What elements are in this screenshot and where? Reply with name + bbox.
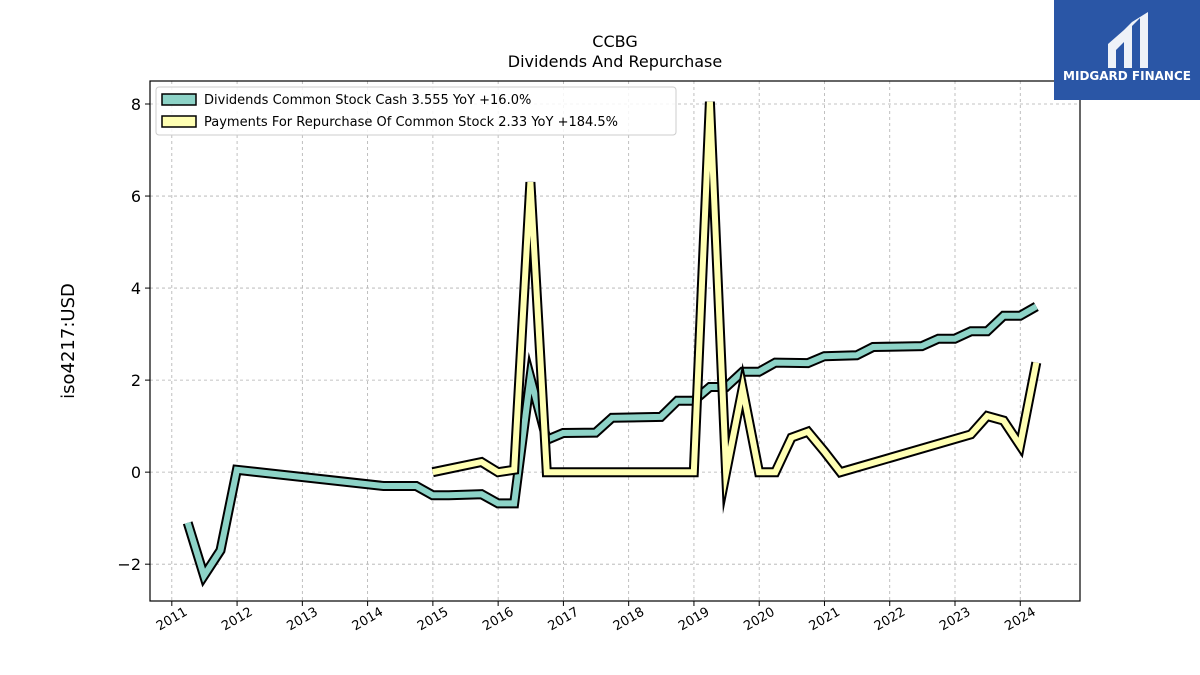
x-tick-label: 2024	[1002, 605, 1038, 635]
y-tick-label: 6	[131, 187, 141, 206]
legend: Dividends Common Stock Cash 3.555 YoY +1…	[155, 86, 677, 136]
y-tick-label: 8	[131, 95, 141, 114]
x-tick-label: 2020	[741, 605, 777, 635]
series-layer	[182, 101, 1042, 588]
legend-swatch-dividends	[161, 93, 197, 106]
series-line-repurchase	[432, 101, 1040, 498]
x-tick-label: 2012	[219, 605, 255, 635]
y-tick-label: 4	[131, 279, 141, 298]
x-tick-label: 2013	[285, 605, 321, 635]
chart-subtitle: Dividends And Repurchase	[508, 52, 722, 71]
legend-label-repurchase: Payments For Repurchase Of Common Stock …	[204, 115, 618, 130]
y-axis-label: iso4217:USD	[58, 283, 79, 399]
legend-label-dividends: Dividends Common Stock Cash 3.555 YoY +1…	[204, 93, 531, 108]
x-tick-label: 2016	[480, 605, 516, 635]
y-tick-label: 2	[131, 371, 141, 390]
x-tick-label: 2023	[937, 605, 973, 635]
y-tick-label: −2	[117, 555, 141, 574]
series-line-dividends	[184, 303, 1038, 583]
legend-swatch-repurchase	[161, 115, 197, 128]
logo-mark-icon	[1108, 12, 1148, 68]
x-tick-label: 2018	[611, 605, 647, 635]
midgard-finance-logo: MIDGARD FINANCE	[1054, 0, 1200, 100]
x-tick-label: 2022	[872, 605, 908, 635]
x-tick-label: 2015	[415, 605, 451, 635]
chart-title: CCBG	[592, 32, 637, 51]
x-tick-label: 2014	[350, 605, 386, 635]
x-tick-label: 2011	[154, 605, 190, 635]
legend-box	[155, 86, 677, 136]
grid	[150, 81, 1080, 601]
x-tick-label: 2021	[807, 605, 843, 635]
y-tick-label: 0	[131, 463, 141, 482]
x-tick-label: 2019	[676, 605, 712, 635]
axes: −2 0 2 4 6 8 2011 2012 2013 2014 2015 2016 2017 2018 2…	[117, 95, 1038, 634]
plot-frame	[149, 80, 1081, 602]
x-tick-label: 2017	[546, 605, 582, 635]
logo-text: MIDGARD FINANCE	[1063, 69, 1191, 83]
